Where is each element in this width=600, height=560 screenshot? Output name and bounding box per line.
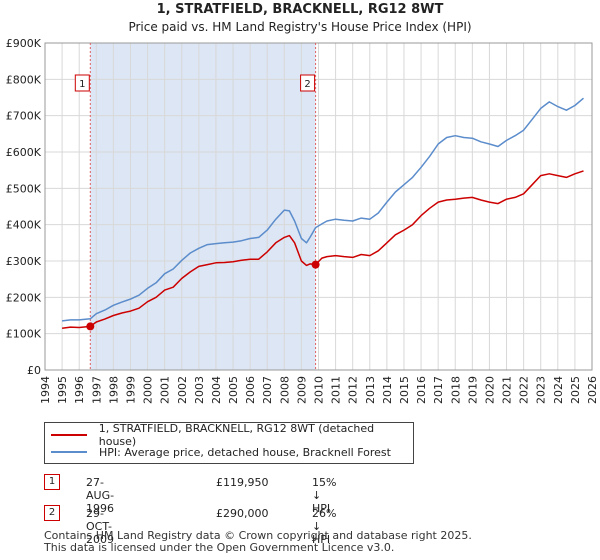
x-tick-label: 2022: [518, 376, 531, 404]
x-tick-label: 2018: [449, 376, 462, 404]
transaction-date: 29-OCT-2009: [86, 507, 114, 546]
x-tick-label: 2024: [552, 376, 565, 404]
x-tick-label: 2013: [364, 376, 377, 404]
x-tick-label: 2009: [295, 376, 308, 404]
x-tick-label: 2026: [586, 376, 599, 404]
sale-label: 1: [79, 79, 85, 90]
sale-label-box: [74, 74, 90, 92]
x-tick-label: 2011: [330, 376, 343, 404]
x-tick-label: 2014: [381, 376, 394, 404]
x-tick-label: 2000: [142, 376, 155, 404]
transaction-badge: 2: [44, 505, 60, 521]
x-tick-label: 1999: [124, 376, 137, 404]
sale-label: 2: [304, 79, 310, 90]
legend-item-hpi: HPI: Average price, detached house, Brac…: [51, 444, 391, 460]
sale-point: [86, 322, 95, 331]
price-chart: £0 £100K £200K £300K £400K £500K £600K £700K £80…: [6, 37, 599, 404]
y-tick-label: £200K: [6, 291, 42, 304]
y-tick-label: £600K: [6, 146, 42, 159]
x-tick-label: 2003: [193, 376, 206, 404]
legend: 1, STRATFIELD, BRACKNELL, RG12 8WT (deta…: [44, 422, 414, 464]
y-tick-label: £900K: [6, 37, 42, 50]
x-tick-label: 2012: [347, 376, 360, 404]
x-tick-label: 1998: [107, 376, 120, 404]
x-tick-label: 2007: [261, 376, 274, 404]
x-tick-label: 1997: [90, 376, 103, 404]
plot-frame: [44, 42, 593, 371]
x-tick-label: 2021: [501, 376, 514, 404]
y-tick-label: £500K: [6, 182, 42, 195]
y-tick-label: £700K: [6, 110, 42, 123]
x-tick-label: 2001: [159, 376, 172, 404]
x-tick-label: 1996: [73, 376, 86, 404]
footer-line: Contains HM Land Registry data © Crown c…: [44, 529, 472, 542]
footer: Contains HM Land Registry data © Crown c…: [44, 530, 584, 554]
transaction-price: £290,000: [216, 507, 269, 520]
x-tick-label: 2019: [466, 376, 479, 404]
transaction-delta: 15% ↓ HPI: [312, 476, 337, 515]
transaction-date: 27-AUG-1996: [86, 476, 115, 515]
x-tick-label: 2025: [569, 376, 582, 404]
x-tick-label: 2015: [398, 376, 411, 404]
x-tick-label: 2017: [432, 376, 445, 404]
y-tick-label: £0: [27, 364, 41, 377]
x-tick-label: 2006: [244, 376, 257, 404]
sale-point: [311, 260, 320, 269]
hpi-line: [62, 97, 584, 322]
legend-item-price-paid: 1, STRATFIELD, BRACKNELL, RG12 8WT (deta…: [51, 422, 413, 448]
x-tick-label: 2020: [483, 376, 496, 404]
x-tick-label: 2008: [278, 376, 291, 404]
x-tick-label: 1995: [56, 376, 69, 404]
x-tick-label: 2005: [227, 376, 240, 404]
transaction-badge: 1: [44, 474, 60, 490]
ownership-shade: [90, 43, 316, 370]
sale-label-box: [300, 74, 316, 92]
legend-label-price-paid: 1, STRATFIELD, BRACKNELL, RG12 8WT (deta…: [98, 422, 375, 448]
legend-swatch-price-paid: [51, 434, 87, 436]
y-tick-label: £300K: [6, 255, 42, 268]
x-tick-label: 2023: [535, 376, 548, 404]
legend-label-hpi: HPI: Average price, detached house, Brac…: [99, 445, 391, 459]
x-tick-label: 1994: [39, 376, 52, 404]
footer-line: This data is licensed under the Open Gov…: [44, 541, 395, 554]
transaction-delta: 26% ↓ HPI: [312, 507, 337, 546]
chart-subtitle: Price paid vs. HM Land Registry's House …: [128, 20, 472, 34]
x-tick-label: 2010: [313, 376, 326, 404]
legend-swatch-hpi: [51, 451, 87, 453]
transaction-price: £119,950: [216, 476, 269, 489]
x-tick-label: 2002: [176, 376, 189, 404]
x-tick-label: 2004: [210, 376, 223, 404]
x-tick-label: 2016: [415, 376, 428, 404]
y-tick-label: £800K: [6, 73, 42, 86]
y-tick-label: £400K: [6, 219, 42, 232]
y-tick-label: £100K: [6, 328, 42, 341]
chart-title: 1, STRATFIELD, BRACKNELL, RG12 8WT: [156, 2, 444, 17]
